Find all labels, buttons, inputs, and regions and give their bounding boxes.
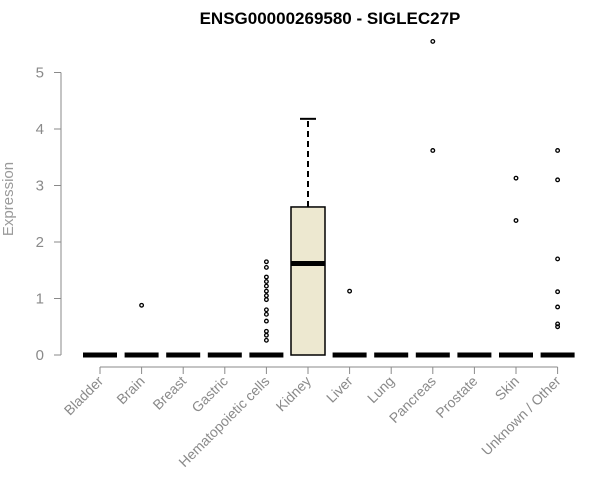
boxes-group [83,38,575,358]
outlier-point [555,324,561,330]
outlier-point [555,289,561,295]
box-body [290,206,326,356]
outlier-point [263,337,269,343]
x-tick-label: Brain [113,373,147,407]
outlier-point [555,148,561,153]
outlier-point [513,175,519,181]
outlier-point [555,304,561,310]
y-tick-label: 5 [36,65,44,82]
box-skin [499,175,533,358]
box-pancreas [415,38,450,358]
outlier-point [263,332,269,338]
box-hematopoietic-cells [249,259,284,358]
outlier-point [139,302,145,308]
x-tick-label: Bladder [61,373,107,419]
x-tick-label: Kidney [273,373,315,415]
outlier-point [263,328,269,334]
box-unknown-other [540,148,575,358]
y-tick-label: 2 [36,234,44,251]
y-tick-label: 1 [36,291,44,308]
x-tick-label: Skin [492,373,523,404]
outlier-point [555,321,561,327]
x-tick-label: Liver [323,373,356,406]
y-axis-label: Expression [0,162,17,236]
x-tick-label: Lung [364,373,397,406]
outlier-point [263,283,269,289]
outlier-point [430,38,436,44]
outlier-point [347,288,353,294]
box-liver [332,288,367,358]
outlier-point [263,307,269,313]
chart-title: ENSG00000269580 - SIGLEC27P [200,9,461,28]
x-tick-label: Prostate [432,373,480,421]
outlier-point [263,279,269,284]
outlier-point [263,297,269,303]
axes: 0 1 2 3 4 5 [36,65,559,374]
y-tick-label: 4 [36,121,44,138]
outlier-point [263,274,269,280]
y-tick-label: 3 [36,178,44,195]
outlier-point [263,264,269,270]
x-tick-label: Breast [149,373,189,413]
outlier-point [263,293,269,299]
outlier-point [263,288,269,294]
outlier-point [263,318,269,324]
outlier-point [555,256,561,262]
box-brain [124,302,159,358]
outlier-point [263,259,269,265]
outlier-point [513,218,519,223]
outlier-point [430,148,436,153]
box-kidney [290,117,326,356]
y-tick-label: 0 [36,347,44,364]
outlier-point [263,311,269,317]
x-tick-label: Unknown / Other [478,373,564,459]
outlier-point [555,177,561,183]
